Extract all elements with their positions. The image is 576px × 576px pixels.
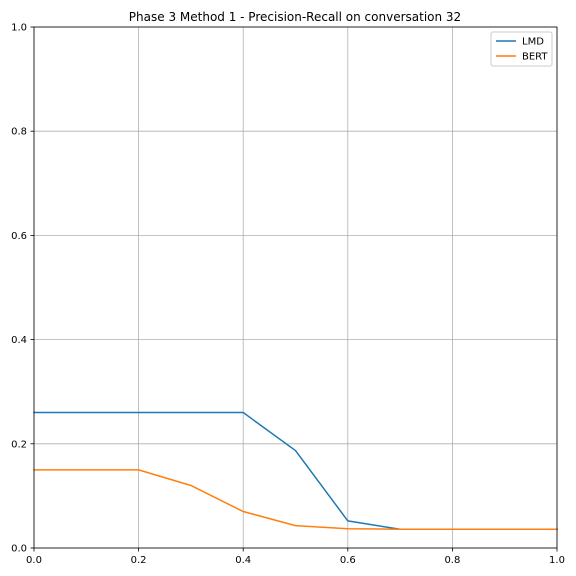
x-tick-label: 0.2: [131, 555, 147, 566]
y-tick-label: 1.0: [11, 23, 27, 34]
y-tick-label: 0.2: [11, 439, 27, 450]
x-tick-label: 0.4: [235, 555, 251, 566]
legend: LMD BERT: [490, 31, 553, 67]
axis-ticks: 0.0 0.2 0.4 0.6 0.8 1.0 0.0 0.2 0.4 0.6 0.8 1.0: [11, 23, 565, 567]
chart-title: Phase 3 Method 1 - Precision-Recall on c…: [129, 10, 461, 24]
y-tick-label: 0.4: [11, 335, 27, 346]
x-tick-label: 0.0: [26, 555, 42, 566]
y-tick-label: 0.8: [11, 127, 27, 138]
y-tick-label: 0.0: [11, 544, 27, 555]
plot-frame: [33, 26, 558, 549]
x-tick-label: 0.8: [444, 555, 460, 566]
x-tick-label: 0.6: [340, 555, 356, 566]
legend-label-bert: BERT: [522, 52, 548, 63]
series-line-bert: [33, 469, 558, 530]
y-tick-label: 0.6: [11, 231, 27, 242]
legend-label-lmd: LMD: [522, 37, 544, 48]
plot-series: [33, 411, 558, 530]
x-tick-label: 1.0: [549, 555, 565, 566]
